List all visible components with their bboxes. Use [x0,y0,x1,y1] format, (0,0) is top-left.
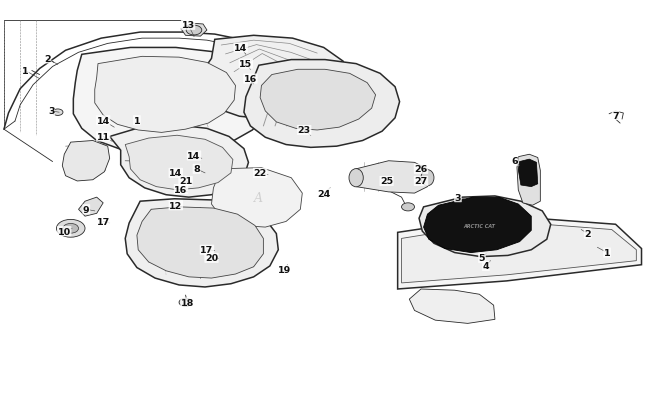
Text: 15: 15 [239,60,252,69]
Text: 20: 20 [205,254,218,263]
Text: 13: 13 [181,21,195,30]
Text: 22: 22 [254,169,266,178]
Circle shape [186,26,202,36]
Circle shape [402,203,415,211]
Polygon shape [518,160,538,187]
Text: 25: 25 [380,177,393,186]
Polygon shape [73,48,273,155]
Text: 23: 23 [298,126,311,135]
Ellipse shape [349,169,363,188]
Circle shape [179,298,192,307]
Text: 8: 8 [193,165,200,174]
Text: 7: 7 [612,111,619,120]
Text: 18: 18 [181,298,194,307]
Text: 14: 14 [97,117,110,126]
Polygon shape [137,207,263,278]
Text: ARCTIC CAT: ARCTIC CAT [463,224,495,228]
Text: 26: 26 [414,165,428,174]
Text: 16: 16 [174,185,188,194]
Text: A: A [254,192,263,205]
Text: 16: 16 [244,75,257,84]
Polygon shape [402,222,636,283]
Polygon shape [424,198,531,253]
Polygon shape [181,24,207,37]
Polygon shape [410,289,495,324]
Text: 2: 2 [44,55,51,64]
Polygon shape [244,60,400,148]
Text: 14: 14 [187,151,201,160]
Text: 1: 1 [22,67,29,76]
Polygon shape [419,196,551,257]
Text: 9: 9 [83,205,90,214]
Polygon shape [356,161,428,194]
Ellipse shape [421,170,434,186]
Polygon shape [398,217,642,289]
Text: 6: 6 [511,157,517,166]
Text: 5: 5 [478,254,485,263]
Text: 17: 17 [97,217,110,226]
Polygon shape [62,141,110,181]
Text: 2: 2 [584,230,591,239]
Circle shape [63,224,79,234]
Text: 14: 14 [234,44,247,53]
Text: 17: 17 [200,246,214,255]
Circle shape [57,220,85,238]
Text: 3: 3 [48,107,55,116]
Polygon shape [79,198,103,217]
Circle shape [53,110,63,116]
Polygon shape [125,136,233,190]
Text: 27: 27 [414,177,428,186]
Text: 1: 1 [604,248,610,258]
Polygon shape [95,57,235,133]
Text: 3: 3 [455,193,461,202]
Text: 11: 11 [97,132,110,142]
Polygon shape [517,155,540,206]
Text: 19: 19 [278,266,291,275]
Polygon shape [125,199,278,287]
Polygon shape [211,168,302,228]
Polygon shape [260,70,376,131]
Text: 1: 1 [134,117,140,126]
Text: 12: 12 [169,201,183,210]
Polygon shape [200,36,348,120]
Text: 4: 4 [482,262,489,271]
Text: 10: 10 [58,227,71,236]
Text: 21: 21 [179,177,192,186]
Text: 14: 14 [169,169,183,178]
Polygon shape [110,125,248,198]
Text: 24: 24 [317,189,330,198]
